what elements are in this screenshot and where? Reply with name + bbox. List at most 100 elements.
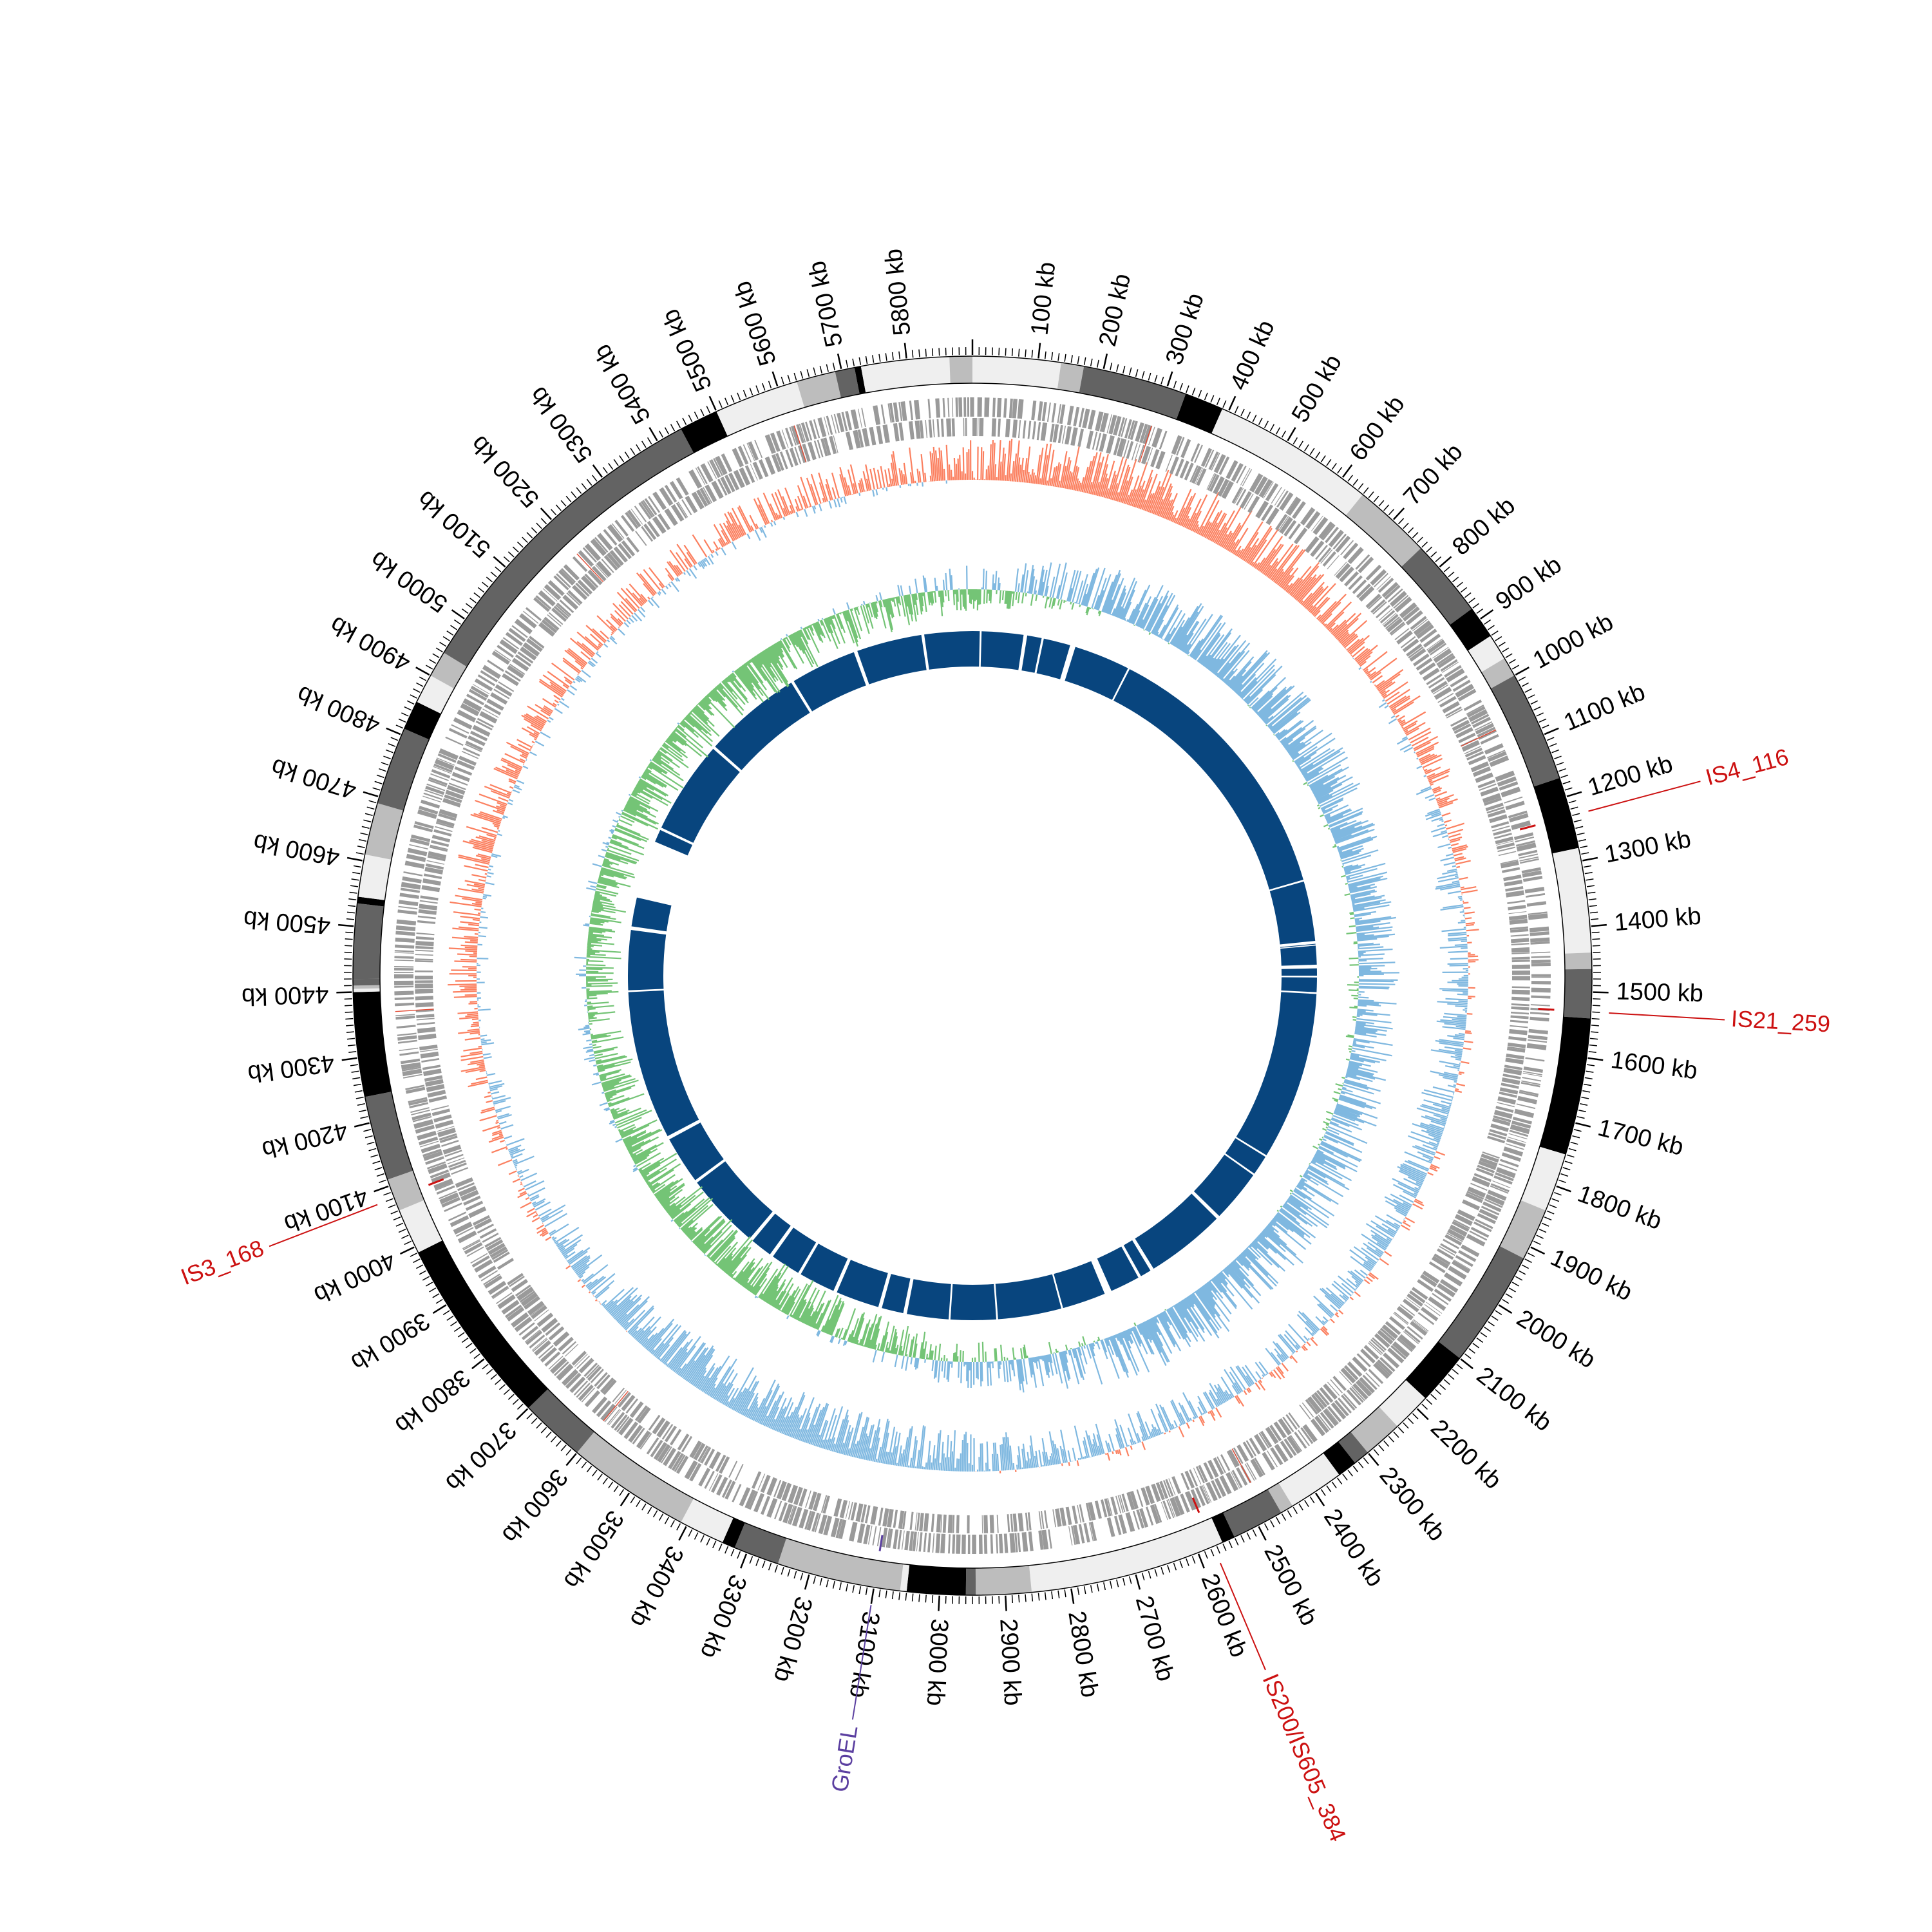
minor-tick [1412,1413,1419,1419]
gene-block [1522,1077,1542,1082]
gene-block [1249,473,1264,493]
minor-tick [1326,1485,1332,1493]
gene-block [1119,1494,1126,1513]
gene-block [1057,424,1063,444]
minor-tick [1383,504,1390,511]
minor-tick [1412,532,1419,538]
gene-block [813,419,820,439]
gene-block [1450,675,1468,688]
gene-block [1071,1525,1076,1545]
minor-tick [872,355,875,363]
gene-block [887,403,892,423]
minor-tick [1528,1253,1535,1257]
gene-block [431,769,451,779]
gene-block [511,625,528,638]
minor-tick [413,688,421,693]
gene-block [417,1027,436,1034]
gene-block [415,960,433,963]
inner-blocks-track [628,631,1317,1320]
gene-block [1413,620,1432,636]
gene-block [626,536,640,553]
gene-block [409,844,428,850]
gene-block [1116,438,1125,457]
synteny-block [793,652,866,712]
gene-block [1501,1077,1520,1085]
minor-tick [1430,551,1437,558]
gene-block [1379,1357,1396,1372]
gene-block [1310,1418,1326,1437]
minor-tick [613,459,619,466]
major-tick [620,1492,630,1507]
gene-block [1377,1359,1393,1375]
gene-block [956,1515,960,1533]
minor-tick [457,1332,465,1338]
gene-block [426,1084,445,1092]
gene-block [1365,1372,1380,1387]
gene-block [1511,1003,1530,1007]
gene-block [1406,1326,1423,1340]
gene-block [1489,814,1508,824]
gene-block [395,1014,415,1017]
gene-block [493,688,510,699]
gene-block [1454,723,1472,734]
gene-block [1526,893,1546,898]
gene-block [1452,1220,1470,1232]
gene-block [1095,411,1104,431]
tick-label: 1500 kb [1616,978,1703,1008]
minor-tick [1096,1584,1099,1592]
gene-block [822,1495,830,1514]
minor-tick [368,800,377,804]
gene-block [1437,1283,1456,1298]
gene-block [1531,960,1551,963]
gene-block [931,1513,935,1532]
minor-tick [517,1403,524,1410]
major-tick [1515,667,1530,676]
minor-tick [1560,1173,1569,1177]
gene-block [1162,1501,1171,1520]
minor-tick [1397,518,1405,525]
gene-block [507,665,524,679]
gene-block [688,469,703,489]
gene-block [1383,1352,1400,1368]
minor-tick [718,1543,723,1551]
gene-block [1365,593,1381,609]
gene-block [807,441,817,460]
gene-block [491,1285,509,1299]
minor-tick [1584,865,1592,868]
gene-block [1344,571,1359,587]
gene-block [746,442,755,461]
gene-block [1299,1405,1311,1420]
ideogram-band [377,728,430,811]
gene-block [1499,1087,1519,1095]
minor-tick [1468,1348,1475,1354]
gene-block [916,1531,919,1551]
gene-block [477,1224,495,1234]
gene-block [1528,911,1548,916]
gene-block [909,1511,914,1530]
gene-block [1517,1095,1537,1104]
major-tick [336,991,352,994]
gene-block [791,425,800,445]
gene-block [998,418,1001,437]
gene-block [900,401,907,421]
gene-block [1531,981,1551,985]
gene-block [433,1179,453,1190]
gene-block [912,1531,917,1551]
gene-block [1203,1462,1214,1480]
gene-block [1092,431,1098,450]
minor-tick [361,826,370,829]
tick-label: 5400 kb [589,339,656,428]
gene-block [1385,616,1400,629]
gene-block [1473,1173,1492,1182]
tick-label: 3600 kb [497,1464,573,1548]
gene-block [1442,701,1460,714]
tick-label: 2400 kb [1318,1504,1389,1592]
major-tick [1439,556,1452,568]
gene-block [428,851,447,859]
minor-tick [398,718,406,723]
gene-block [616,1416,630,1433]
gene-block [791,1506,802,1527]
gene-block [538,590,556,607]
gene-block [1363,1345,1379,1360]
